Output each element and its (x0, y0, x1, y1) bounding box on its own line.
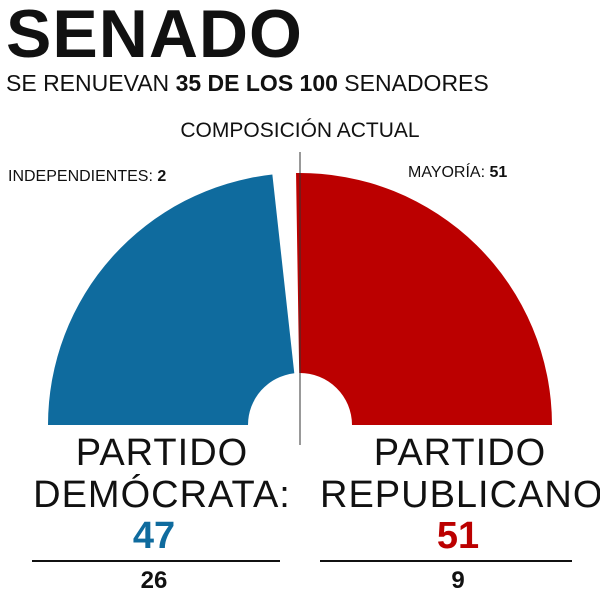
subtitle-bold: 35 DE LOS 100 (175, 70, 338, 96)
republican-seats-value: 51 (436, 515, 480, 557)
majority-text: MAYORÍA: (408, 164, 490, 181)
democrat-divider (32, 560, 280, 562)
democrat-party-line2: DEMÓCRATA: (33, 474, 291, 516)
republican-party-label: PARTIDO REPUBLICANO: (320, 432, 600, 516)
democrat-party-line1: PARTIDO (75, 432, 249, 474)
subtitle-post: SENADORES (337, 70, 489, 96)
subtitle-pre: SE RENUEVAN (6, 70, 176, 96)
chart-title: COMPOSICIÓN ACTUAL (180, 119, 420, 142)
democrat-party-label: PARTIDO DEMÓCRATA: (22, 432, 302, 516)
independents-label: INDEPENDIENTES: 2 (8, 166, 166, 188)
independents-value: 2 (157, 168, 167, 185)
independents-text: INDEPENDIENTES: (8, 168, 158, 185)
subtitle: SE RENUEVAN 35 DE LOS 100 SENADORES (6, 68, 489, 98)
republican-party-line2: REPUBLICANO: (320, 474, 600, 516)
page-title: SENADO (6, 0, 303, 72)
hemicycle-slice-independientes (280, 173, 298, 374)
republican-party-line1: PARTIDO (373, 432, 547, 474)
hemicycle-slice-partido-dem-crata (48, 174, 295, 425)
majority-label: MAYORÍA: 51 (408, 162, 507, 184)
democrat-renewal-value: 26 (140, 567, 168, 594)
majority-value: 51 (489, 164, 508, 181)
republican-divider (320, 560, 572, 562)
democrat-seats-value: 47 (132, 515, 176, 557)
republican-renewal-value: 9 (451, 567, 465, 594)
hemicycle-slice-partido-republicano (296, 172, 552, 425)
